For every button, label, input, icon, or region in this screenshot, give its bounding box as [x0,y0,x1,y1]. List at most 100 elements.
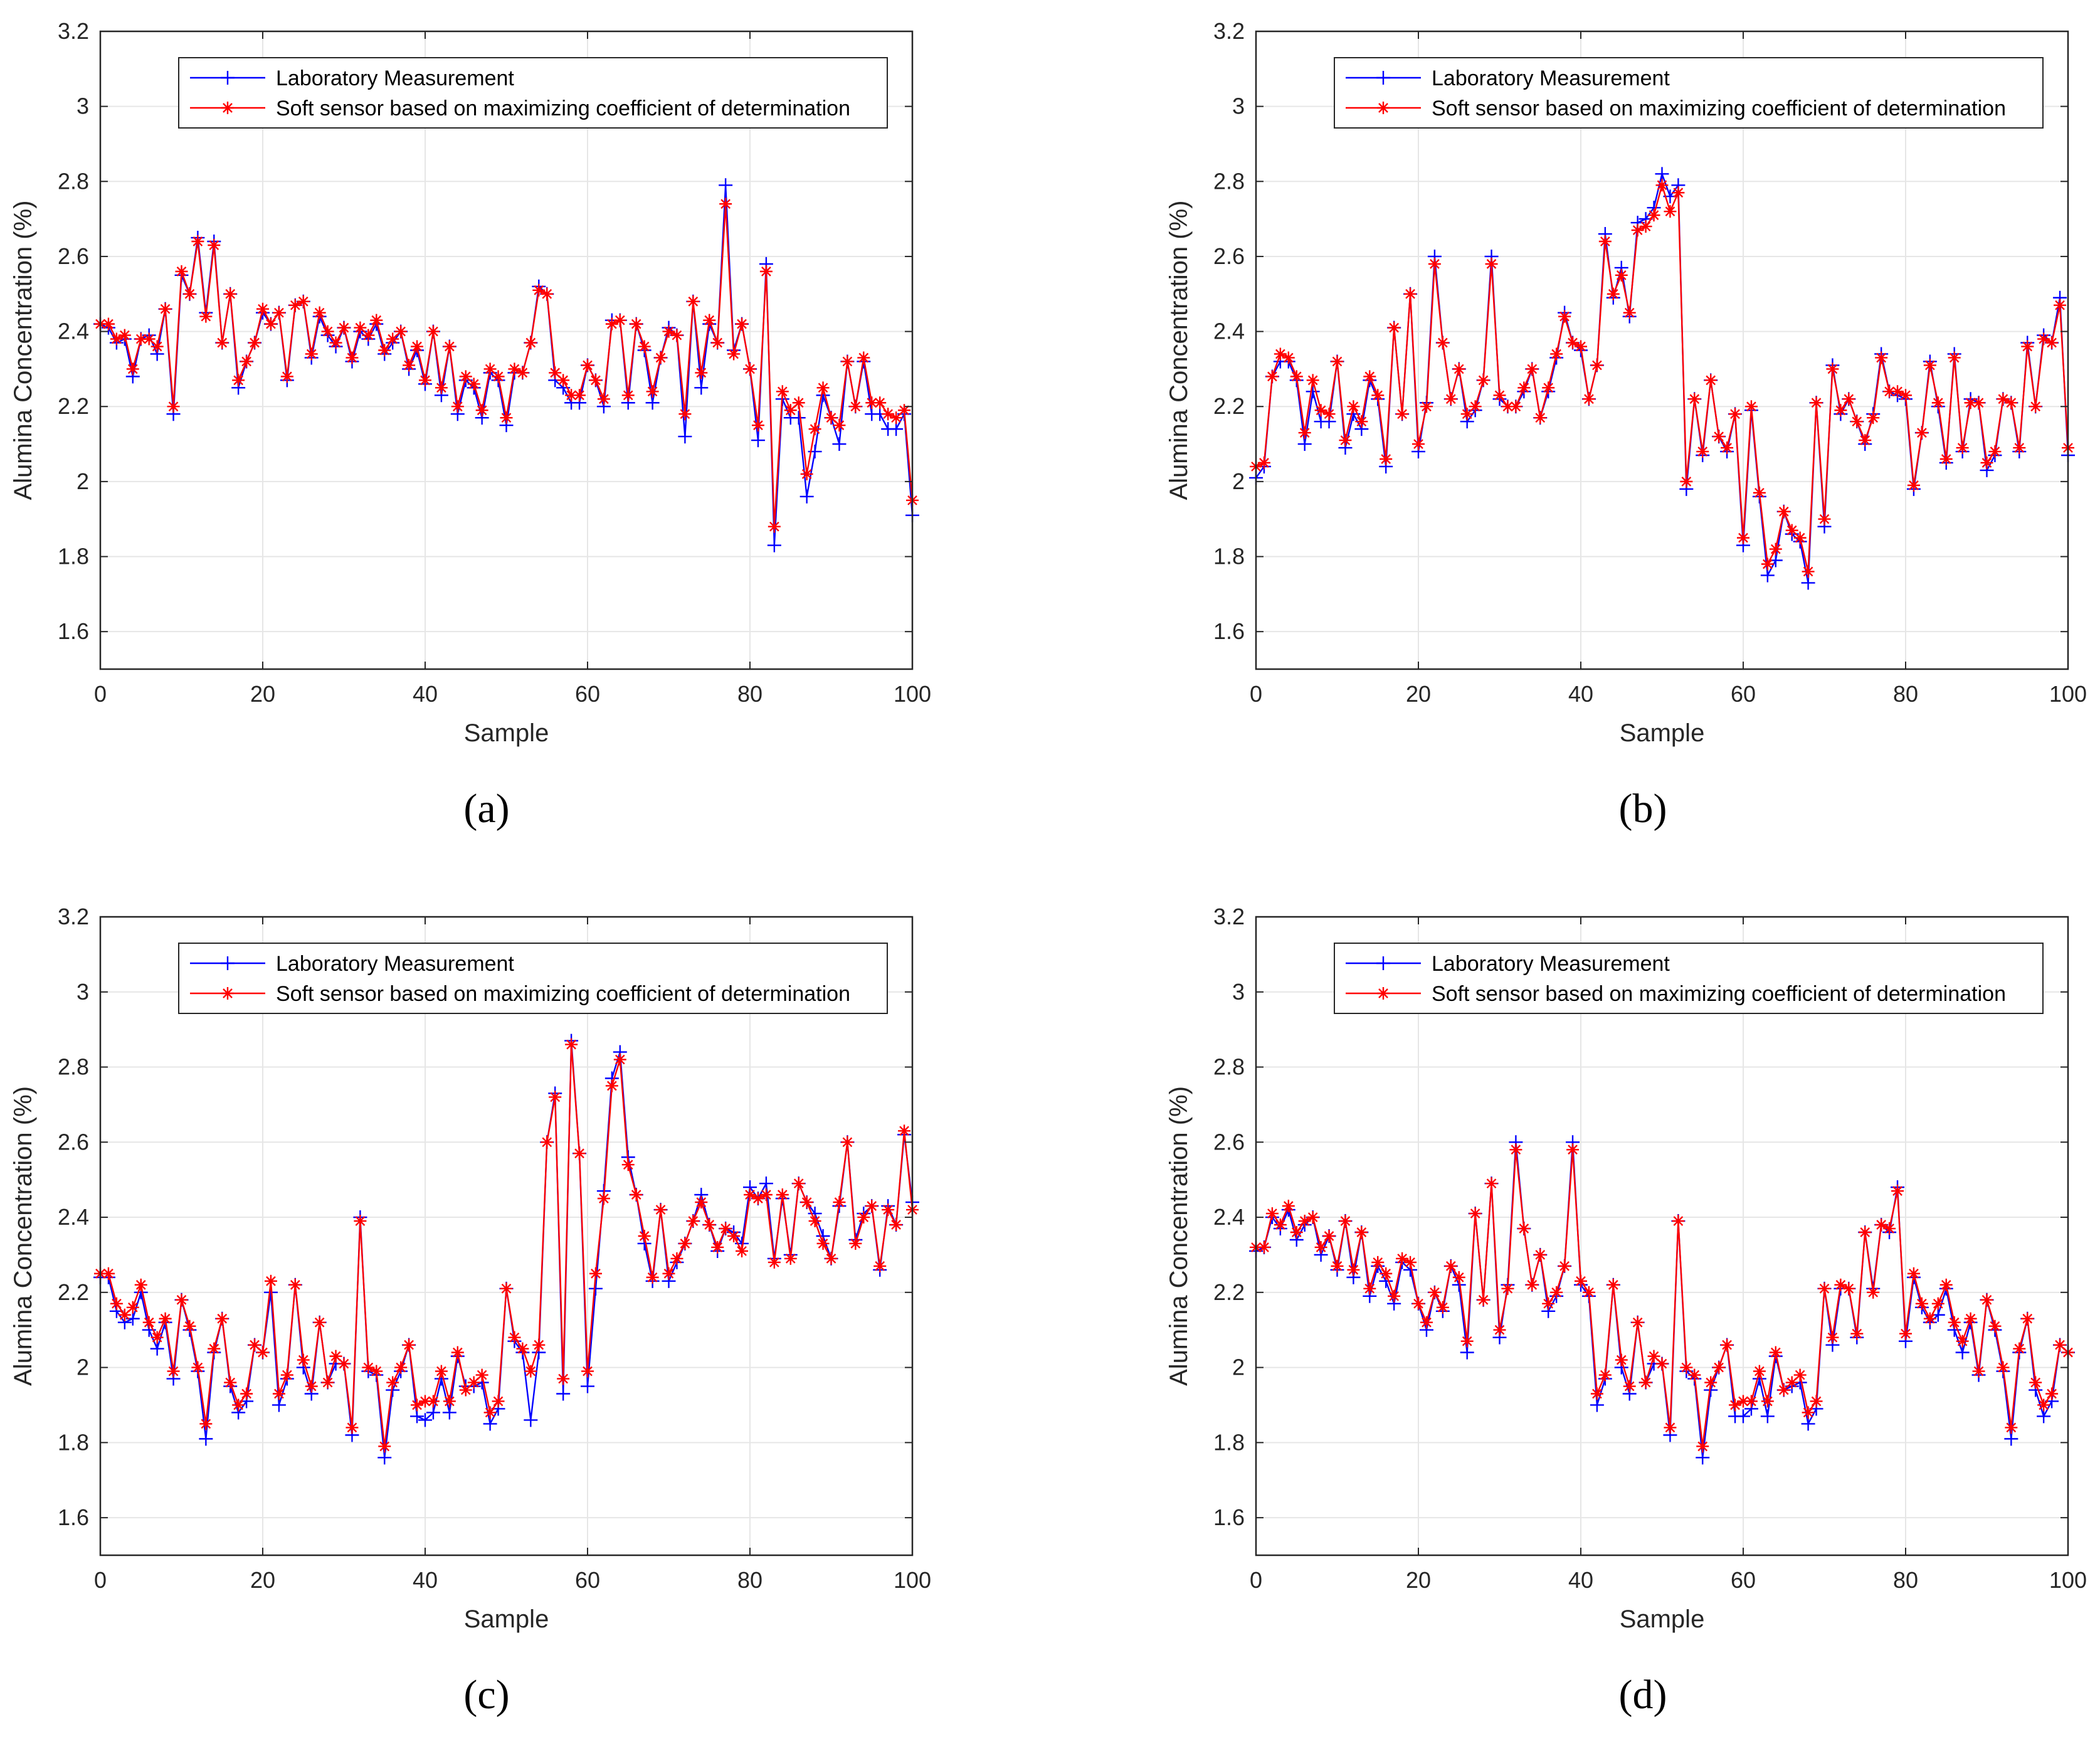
y-tick-label: 2.2 [1213,393,1245,419]
y-axis-label: Alumina Concentration (%) [1165,201,1193,500]
soft-sensor-point [1542,1297,1555,1310]
soft-sensor-point [1737,531,1749,544]
soft-sensor-point [500,411,513,425]
soft-sensor-point [1875,1218,1888,1232]
measurement-point [581,1379,594,1393]
soft-sensor-point [459,1383,472,1397]
soft-sensor-point [744,1188,756,1202]
soft-sensor-point [1696,445,1709,458]
soft-sensor-point [2037,332,2050,346]
soft-sensor-point [1331,1259,1344,1272]
soft-sensor-point [833,1196,846,1209]
soft-sensor-point [1639,1376,1652,1389]
soft-sensor-point [808,423,821,436]
soft-sensor-point [532,1338,546,1351]
soft-sensor-point [1655,179,1669,192]
soft-sensor-point [549,366,562,379]
measurement-point [1590,1398,1604,1412]
y-tick-label: 2.4 [1213,319,1245,344]
soft-sensor-point [1680,475,1693,488]
soft-sensor-point [654,351,667,364]
soft-sensor-point [1485,1177,1498,1190]
soft-sensor-point [264,317,277,330]
soft-sensor-point [411,340,424,353]
y-axis-label: Alumina Concentration (%) [9,1086,37,1386]
soft-sensor-point [873,396,887,410]
measurement-point [645,396,660,410]
soft-sensor-point [134,1278,147,1291]
x-tick-label: 0 [1250,681,1262,707]
soft-sensor-point [1980,456,1993,469]
soft-sensor-point [2054,299,2067,312]
soft-sensor-point [403,1338,416,1351]
soft-sensor-point [1785,524,1798,537]
x-tick-label: 40 [413,1567,438,1593]
y-tick-label: 1.8 [58,1429,89,1455]
x-tick-label: 80 [1893,1567,1918,1593]
soft-sensor-point [1744,400,1758,413]
caption-b: (b) [1618,786,1667,832]
soft-sensor-point [492,370,505,383]
soft-sensor-point [208,238,221,251]
y-tick-label: 2.6 [58,1129,89,1155]
measurement-point [719,178,733,193]
soft-sensor-point [1623,306,1636,319]
soft-sensor-point [1988,445,2002,458]
soft-sensor-point [1501,400,1514,413]
legend-label: Laboratory Measurement [1432,66,1670,90]
legend-marker-plus [1376,71,1390,85]
soft-sensor-point [1322,408,1336,421]
soft-sensor-point [1672,1215,1685,1228]
soft-sensor-point [305,347,318,361]
soft-sensor-point [1257,1240,1270,1254]
soft-sensor-point [1298,426,1311,440]
soft-sensor-point [1972,1365,1985,1378]
soft-sensor-point [541,1136,554,1149]
soft-sensor-point [1452,1271,1465,1284]
soft-sensor-point [1412,438,1425,451]
y-tick-label: 2.2 [58,1279,89,1305]
soft-sensor-point [362,329,375,342]
measurement-point [832,437,847,452]
axes-box [1255,916,2069,1556]
measurement-point [556,1387,571,1401]
y-tick-label: 2.2 [58,393,89,419]
measurement-point [2004,1432,2018,1446]
soft-sensor-point [386,1376,399,1389]
soft-sensor-point [1753,1365,1766,1378]
soft-sensor-point [264,1274,277,1287]
soft-sensor-point [1444,1259,1457,1272]
axes-box [1255,30,2069,670]
soft-sensor-point [175,265,188,278]
measurement-point [1760,568,1775,583]
soft-sensor-point [711,1240,724,1254]
soft-sensor-point [443,1395,456,1408]
y-tick-label: 3.2 [58,18,89,44]
soft-sensor-point [1469,1207,1482,1220]
soft-sensor-point [784,404,797,417]
legend-label: Soft sensor based on maximizing coeffici… [1432,97,2006,120]
y-tick-label: 1.6 [58,1504,89,1530]
x-tick-label: 40 [1568,1567,1593,1593]
soft-sensor-point [833,419,846,432]
soft-sensor-point [394,1361,408,1374]
chart-panel-c: 0 20 40 60 80 100 1.6 1.8 2 2.2 2.4 2.6 2.8 3 3.2 Sampl… [9,904,931,1633]
axes: 0 20 40 60 80 100 1.6 1.8 2 2.2 2.4 2.6 2.8 3 3.2 Sampl… [9,18,931,747]
x-tick-label: 80 [737,1567,762,1593]
soft-sensor-point [2005,1421,2018,1434]
soft-sensor-point [841,355,854,368]
soft-sensor-point [354,321,367,334]
soft-sensor-point [792,396,805,410]
y-tick-label: 3 [1232,93,1245,119]
legend-box [178,943,888,1014]
legend-box [178,57,888,129]
soft-sensor-point [191,1361,204,1374]
x-tick-label: 80 [737,681,762,707]
soft-sensor-point [386,332,399,346]
soft-sensor-point [1298,1215,1311,1228]
soft-sensor-point [2013,1342,2026,1355]
soft-sensor-point [565,389,578,402]
soft-sensor-point [630,317,643,330]
soft-sensor-point [1988,1319,2002,1333]
legend-label: Soft sensor based on maximizing coeffici… [1432,982,2006,1006]
